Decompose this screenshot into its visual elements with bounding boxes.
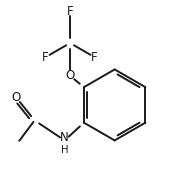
- Text: O: O: [12, 91, 21, 104]
- Text: H: H: [61, 146, 68, 155]
- Text: O: O: [66, 69, 75, 82]
- Text: F: F: [67, 5, 73, 18]
- Text: F: F: [91, 51, 98, 64]
- Text: N: N: [60, 131, 69, 144]
- Text: F: F: [42, 51, 49, 64]
